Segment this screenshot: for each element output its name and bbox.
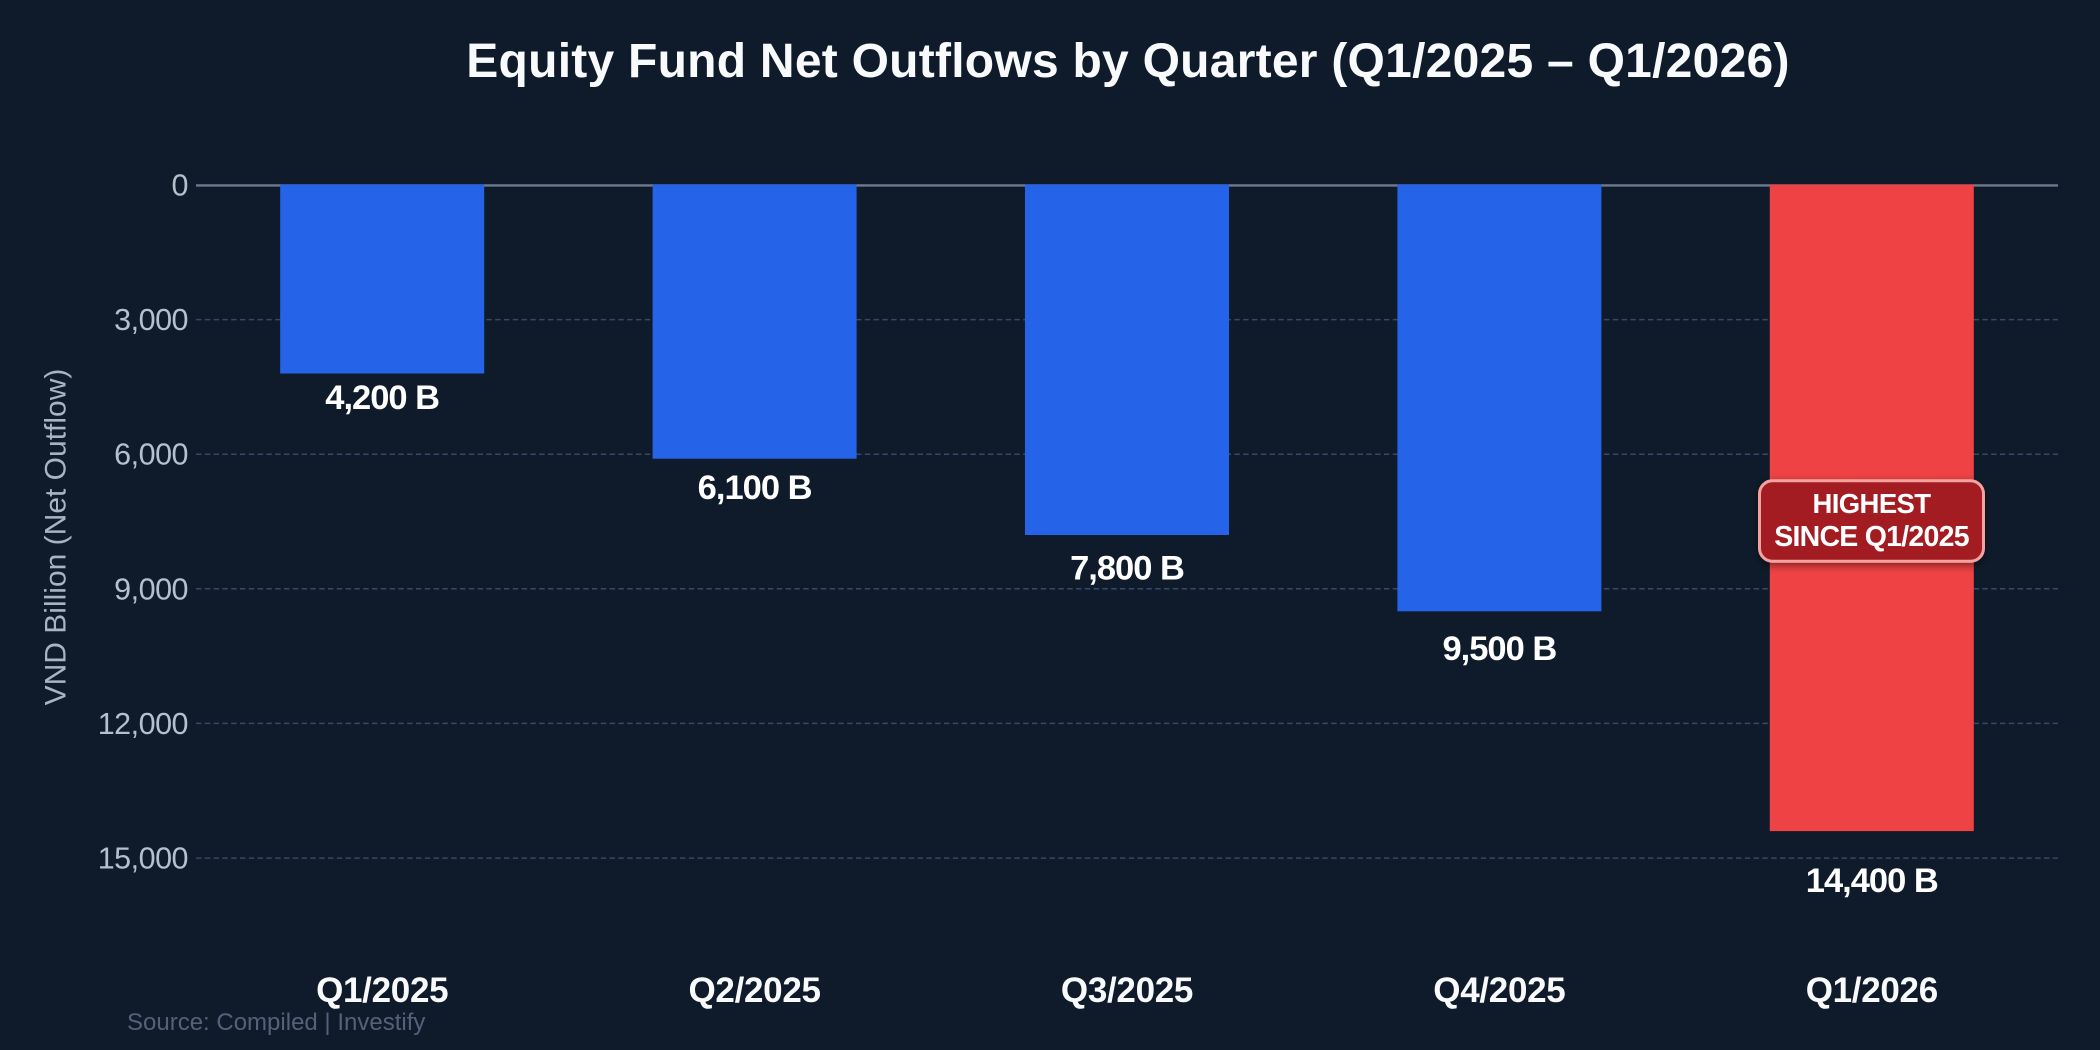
svg-text:0: 0 (172, 169, 188, 203)
svg-text:6,000: 6,000 (114, 438, 188, 472)
svg-text:3,000: 3,000 (114, 303, 188, 337)
svg-text:4,200 B: 4,200 B (325, 379, 439, 417)
svg-text:HIGHEST: HIGHEST (1812, 488, 1931, 519)
svg-text:Q1/2026: Q1/2026 (1806, 971, 1938, 1010)
svg-text:Source: Compiled | Investify: Source: Compiled | Investify (127, 1009, 425, 1036)
svg-text:14,400 B: 14,400 B (1806, 862, 1938, 900)
svg-text:Equity Fund Net Outflows by Qu: Equity Fund Net Outflows by Quarter (Q1/… (466, 35, 1789, 88)
svg-text:Q4/2025: Q4/2025 (1433, 971, 1565, 1010)
svg-text:6,100 B: 6,100 B (698, 469, 812, 507)
svg-text:Q1/2025: Q1/2025 (316, 971, 448, 1010)
svg-text:9,000: 9,000 (114, 572, 188, 606)
svg-text:12,000: 12,000 (98, 707, 188, 741)
svg-text:VND Billion (Net Outflow): VND Billion (Net Outflow) (40, 369, 73, 706)
svg-text:Q2/2025: Q2/2025 (689, 971, 821, 1010)
svg-text:7,800 B: 7,800 B (1070, 550, 1184, 588)
svg-text:15,000: 15,000 (98, 842, 188, 876)
svg-text:SINCE Q1/2025: SINCE Q1/2025 (1774, 521, 1970, 553)
svg-text:Q3/2025: Q3/2025 (1061, 971, 1193, 1010)
svg-text:9,500 B: 9,500 B (1442, 630, 1556, 668)
